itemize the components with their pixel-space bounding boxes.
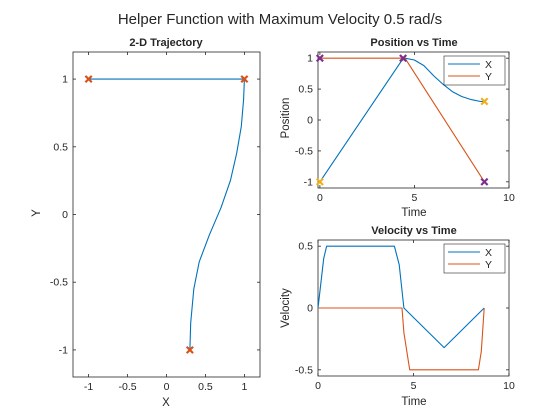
- position-x-marker: [399, 54, 408, 63]
- trajectory-xtick-label: -0.5: [118, 381, 136, 393]
- position-legend-label: X: [485, 59, 492, 71]
- velocity-series-y-line: [318, 307, 485, 371]
- trajectory-plot: -1 -0.5 0 0.5 1 -1 -0.5 0 0.5 1: [50, 51, 261, 393]
- position-x-marker: [315, 177, 324, 186]
- position-x-marker: [315, 54, 324, 63]
- position-x-marker: [480, 97, 489, 106]
- velocity-ytick-label: 0.5: [298, 241, 313, 253]
- trajectory-x-marker: [84, 75, 93, 84]
- position-xtick-label: 10: [503, 192, 515, 204]
- trajectory-x-marker: [240, 75, 249, 84]
- position-legend: XY: [443, 55, 506, 86]
- trajectory-xtick-label: 0.5: [198, 381, 213, 393]
- velocity-ylabel: Velocity: [280, 288, 292, 328]
- position-xlabel: Time: [401, 207, 426, 219]
- velocity-xtick-label: 10: [503, 380, 515, 392]
- position-xtick-label: 5: [412, 192, 418, 204]
- position-x-marker: [480, 177, 489, 186]
- velocity-legend: XY: [443, 243, 506, 274]
- velocity-ytick-label: 0: [307, 303, 313, 315]
- position-legend-box: [443, 55, 506, 86]
- velocity-legend-box: [443, 243, 506, 274]
- position-ytick-label: -1: [304, 176, 313, 188]
- velocity-legend-label: X: [485, 247, 492, 259]
- trajectory-ylabel: Y: [31, 209, 43, 217]
- trajectory-x-marker: [185, 345, 194, 354]
- trajectory-ytick-label: -0.5: [50, 277, 68, 289]
- velocity-axes: Velocity vs Time 0 5 10-0.500.5XY Time Vel…: [280, 225, 515, 408]
- velocity-ytick-label: -0.5: [295, 364, 313, 376]
- figure-title: Helper Function with Maximum Velocity 0.…: [118, 11, 442, 28]
- trajectory-title: 2-D Trajectory: [129, 37, 203, 49]
- position-plot: 0 5 10 -1 -0.5 0 0.5 1 XY: [295, 51, 515, 204]
- trajectory-xlabel: X: [162, 397, 170, 409]
- trajectory-axes-box: [72, 51, 261, 378]
- trajectory-ytick-label: 1: [62, 74, 68, 86]
- trajectory-xtick-label: 0: [164, 381, 170, 393]
- position-legend-label: Y: [485, 71, 492, 83]
- trajectory-ytick-label: 0: [62, 209, 68, 221]
- position-ytick-label: -0.5: [295, 145, 313, 157]
- velocity-xtick-label: 0: [315, 380, 321, 392]
- velocity-legend-label: Y: [485, 259, 492, 271]
- velocity-title: Velocity vs Time: [371, 225, 456, 237]
- position-xtick-label: 0: [317, 192, 323, 204]
- trajectory-xtick-label: -1: [84, 381, 93, 393]
- position-ytick-label: 0.5: [298, 84, 313, 96]
- position-ytick-label: 1: [307, 53, 313, 65]
- trajectory-series-0-line: [88, 78, 245, 350]
- velocity-xlabel: Time: [401, 396, 426, 408]
- trajectory-ytick-label: 0.5: [53, 141, 68, 153]
- velocity-plot: 0 5 10-0.500.5XY: [295, 239, 515, 392]
- trajectory-xtick-label: 1: [241, 381, 247, 393]
- trajectory-axes: 2-D Trajectory -1 -0.5 0 0.5 1-1-0.500.51 X …: [31, 37, 261, 409]
- velocity-series-x-line: [317, 245, 485, 349]
- velocity-xtick-label: 5: [411, 380, 417, 392]
- trajectory-ytick-label: -1: [59, 344, 68, 356]
- position-ylabel: Position: [280, 98, 292, 139]
- position-title: Position vs Time: [370, 37, 457, 49]
- position-ytick-label: 0: [307, 115, 313, 127]
